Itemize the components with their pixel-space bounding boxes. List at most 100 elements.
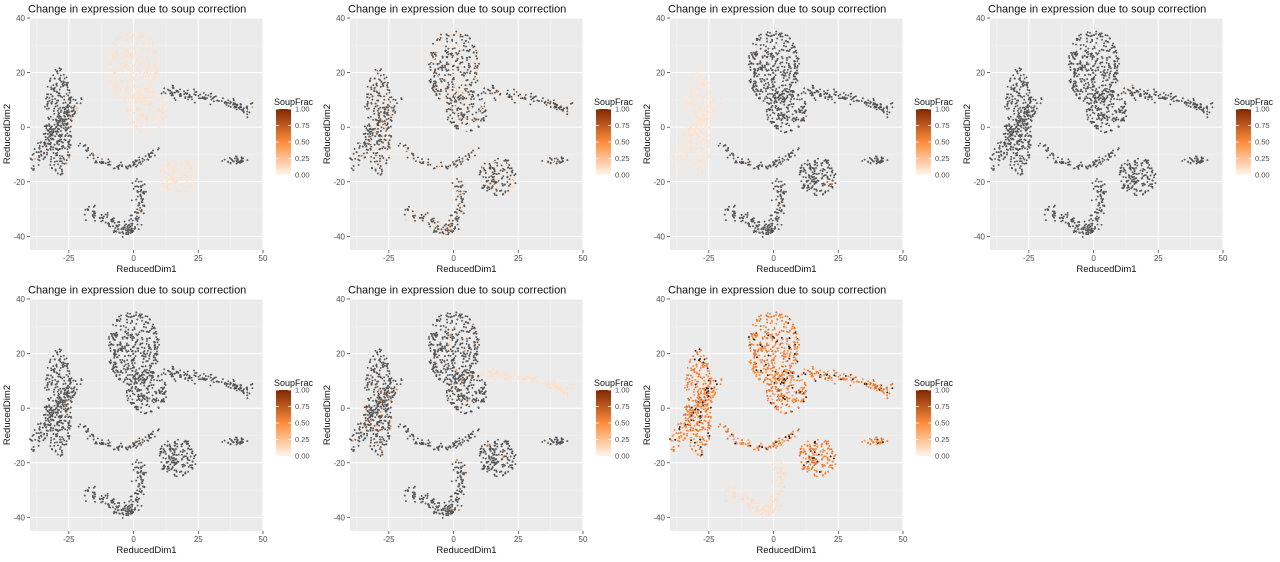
data-point <box>461 157 464 160</box>
data-point <box>122 228 125 230</box>
data-point <box>467 91 470 93</box>
data-point <box>775 165 778 168</box>
data-point <box>233 106 236 109</box>
data-point <box>128 102 131 105</box>
data-point <box>710 96 713 99</box>
data-point <box>694 105 697 108</box>
data-point <box>143 42 146 45</box>
data-point <box>686 105 689 107</box>
data-point <box>131 111 134 114</box>
data-point <box>489 167 492 170</box>
data-point <box>468 88 471 91</box>
data-point <box>708 139 711 142</box>
data-point <box>796 65 799 67</box>
data-point <box>380 126 383 129</box>
data-point <box>472 78 475 81</box>
data-point <box>49 147 52 150</box>
data-point <box>149 100 152 103</box>
data-point <box>491 186 493 189</box>
data-point <box>753 57 756 60</box>
data-point <box>43 156 46 159</box>
data-point <box>367 143 370 145</box>
data-point <box>476 66 479 69</box>
data-point <box>752 217 755 220</box>
data-point <box>472 90 475 93</box>
data-point <box>386 154 389 156</box>
data-point <box>447 116 450 119</box>
data-point <box>457 69 460 71</box>
data-point <box>506 159 509 162</box>
data-point <box>474 81 477 84</box>
data-point <box>154 154 156 157</box>
data-point <box>399 142 402 145</box>
data-point <box>506 171 509 174</box>
data-point <box>138 32 141 35</box>
data-point <box>422 217 424 220</box>
data-point <box>369 77 372 80</box>
data-point <box>823 90 825 93</box>
data-point <box>796 79 799 82</box>
data-point <box>104 221 107 224</box>
legend-tick-label: 0.25 <box>615 154 630 163</box>
data-point <box>236 103 239 106</box>
data-point <box>439 63 442 65</box>
data-point <box>749 68 752 71</box>
data-point <box>180 162 183 165</box>
data-point <box>705 84 708 87</box>
data-point <box>761 235 764 238</box>
data-point <box>790 47 793 49</box>
data-point <box>830 167 833 170</box>
data-point <box>439 77 442 80</box>
data-point <box>704 135 707 138</box>
data-point <box>386 88 389 91</box>
data-point <box>116 63 119 66</box>
data-point <box>451 182 454 185</box>
data-point <box>142 212 145 215</box>
data-point <box>369 127 372 130</box>
data-point <box>507 161 509 164</box>
data-point <box>867 101 869 104</box>
data-point <box>466 34 469 37</box>
data-point <box>780 195 783 198</box>
data-point <box>767 81 770 84</box>
data-point <box>432 219 435 222</box>
data-point <box>868 156 871 159</box>
data-point <box>62 80 65 83</box>
data-point <box>136 92 139 95</box>
data-point <box>380 160 383 163</box>
data-point <box>852 100 855 103</box>
data-point <box>378 148 381 151</box>
data-point <box>753 221 756 224</box>
data-point <box>113 70 116 73</box>
data-point <box>761 77 764 80</box>
data-point <box>698 154 701 157</box>
point-layer <box>29 30 254 238</box>
data-point <box>460 125 463 128</box>
data-point <box>827 184 830 187</box>
data-point <box>127 233 130 236</box>
data-point <box>768 92 771 95</box>
data-point <box>173 180 176 183</box>
data-point <box>94 214 96 217</box>
data-point <box>136 208 139 211</box>
data-point <box>135 105 138 108</box>
data-point <box>774 89 777 92</box>
data-point <box>113 230 116 233</box>
data-point <box>149 72 151 75</box>
data-point <box>74 99 77 101</box>
data-point <box>771 58 774 60</box>
data-point <box>470 95 473 98</box>
data-point <box>767 83 770 86</box>
data-point <box>63 95 66 98</box>
data-point <box>694 135 697 138</box>
data-point <box>792 78 795 81</box>
data-point <box>797 118 800 121</box>
data-point <box>449 67 452 70</box>
data-point <box>377 139 380 142</box>
data-point <box>138 209 141 212</box>
data-point <box>706 86 709 89</box>
data-point <box>719 102 722 105</box>
data-point <box>807 184 810 187</box>
data-point <box>63 120 66 123</box>
